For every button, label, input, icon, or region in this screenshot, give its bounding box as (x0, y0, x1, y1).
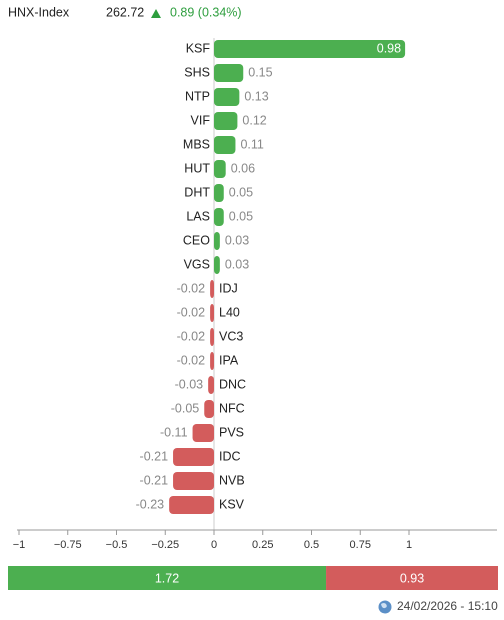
bar (173, 472, 214, 490)
value-label: 0.98 (377, 41, 401, 55)
value-label: -0.21 (140, 449, 169, 463)
bar (214, 88, 240, 106)
bar (192, 424, 214, 442)
category-label: VC3 (219, 329, 243, 343)
x-tick-label: 0.5 (304, 539, 319, 551)
category-label: VIF (191, 113, 211, 127)
bar (214, 232, 220, 250)
category-label: IDJ (219, 281, 238, 295)
bar (214, 112, 238, 130)
value-label: 0.12 (242, 113, 266, 127)
x-tick-label: −0.5 (106, 539, 128, 551)
value-label: -0.02 (177, 281, 206, 295)
category-label: KSV (219, 497, 245, 511)
category-label: NVB (219, 473, 245, 487)
category-label: LAS (186, 209, 210, 223)
bar (173, 448, 214, 466)
value-label: 0.11 (240, 137, 263, 151)
x-tick-label: −0.25 (151, 539, 179, 551)
value-label: 0.06 (231, 161, 255, 175)
bar (214, 64, 244, 82)
bar (208, 376, 214, 394)
bar (210, 328, 214, 346)
index-value: 262.72 (106, 5, 144, 19)
bar (214, 160, 226, 178)
bar (169, 496, 214, 514)
summary-label: 0.93 (400, 571, 424, 585)
category-label: MBS (183, 137, 210, 151)
bar (214, 208, 224, 226)
value-label: 0.05 (229, 185, 253, 199)
value-label: 0.03 (225, 233, 249, 247)
category-label: PVS (219, 425, 244, 439)
category-label: VGS (184, 257, 210, 271)
globe-icon (378, 600, 392, 614)
value-label: -0.11 (160, 425, 188, 439)
value-label: 0.03 (225, 257, 249, 271)
category-label: L40 (219, 305, 240, 319)
x-tick-label: −0.75 (54, 539, 82, 551)
timestamp: 24/02/2026 - 15:10 (397, 599, 498, 613)
bar (214, 256, 220, 274)
bar (210, 280, 214, 298)
bar (214, 40, 406, 58)
category-label: KSF (186, 41, 211, 55)
value-label: -0.03 (175, 377, 204, 391)
category-label: IDC (219, 449, 241, 463)
category-label: SHS (184, 65, 210, 79)
category-label: CEO (183, 233, 210, 247)
bar (210, 304, 214, 322)
bar (204, 400, 214, 418)
x-tick-label: 0.25 (252, 539, 273, 551)
x-tick-label: −1 (13, 539, 26, 551)
category-label: NTP (185, 89, 210, 103)
summary-label: 1.72 (155, 571, 179, 585)
value-label: -0.02 (177, 305, 206, 319)
index-change: 0.89 (0.34%) (170, 5, 242, 19)
category-label: DHT (184, 185, 210, 199)
bar (214, 184, 224, 202)
value-label: -0.02 (177, 329, 206, 343)
value-label: -0.05 (171, 401, 200, 415)
value-label: 0.05 (229, 209, 253, 223)
category-label: DNC (219, 377, 246, 391)
value-label: -0.21 (140, 473, 169, 487)
summary-segment (326, 566, 498, 590)
index-name: HNX-Index (8, 5, 70, 19)
bar (214, 136, 236, 154)
category-label: NFC (219, 401, 245, 415)
value-label: -0.02 (177, 353, 206, 367)
value-label: 0.15 (248, 65, 272, 79)
category-label: HUT (184, 161, 210, 175)
up-arrow (151, 9, 161, 18)
x-tick-label: 1 (406, 539, 412, 551)
category-label: IPA (219, 353, 239, 367)
x-tick-label: 0.75 (350, 539, 371, 551)
bar (210, 352, 214, 370)
x-tick-label: 0 (211, 539, 217, 551)
summary-segment (8, 566, 327, 590)
value-label: -0.23 (136, 497, 165, 511)
value-label: 0.13 (244, 89, 268, 103)
